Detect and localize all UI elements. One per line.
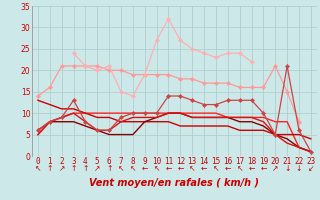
Text: ←: ← xyxy=(177,164,184,173)
Text: ←: ← xyxy=(165,164,172,173)
Text: ↖: ↖ xyxy=(118,164,124,173)
Text: ↓: ↓ xyxy=(296,164,302,173)
Text: ←: ← xyxy=(141,164,148,173)
Text: ←: ← xyxy=(260,164,267,173)
Text: ↗: ↗ xyxy=(59,164,65,173)
Text: ←: ← xyxy=(201,164,207,173)
Text: ↗: ↗ xyxy=(272,164,278,173)
Text: ↗: ↗ xyxy=(94,164,100,173)
Text: ↖: ↖ xyxy=(236,164,243,173)
Text: ↖: ↖ xyxy=(213,164,219,173)
Text: ↖: ↖ xyxy=(153,164,160,173)
Text: ↖: ↖ xyxy=(189,164,196,173)
Text: ↑: ↑ xyxy=(70,164,77,173)
Text: ↑: ↑ xyxy=(47,164,53,173)
Text: ↑: ↑ xyxy=(106,164,112,173)
X-axis label: Vent moyen/en rafales ( km/h ): Vent moyen/en rafales ( km/h ) xyxy=(89,178,260,188)
Text: ↖: ↖ xyxy=(35,164,41,173)
Text: ↓: ↓ xyxy=(284,164,290,173)
Text: ↖: ↖ xyxy=(130,164,136,173)
Text: ←: ← xyxy=(248,164,255,173)
Text: ←: ← xyxy=(225,164,231,173)
Text: ↑: ↑ xyxy=(82,164,89,173)
Text: ↙: ↙ xyxy=(308,164,314,173)
